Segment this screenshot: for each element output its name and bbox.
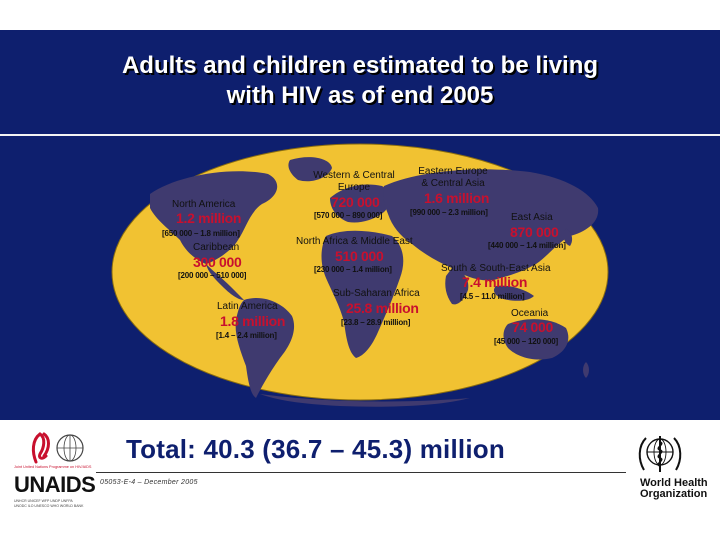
landmass-antarctica xyxy=(260,394,470,407)
who-name-line-2: Organization xyxy=(640,488,708,500)
landmass-central-america xyxy=(206,264,244,300)
slide-title-line-2: with HIV as of end 2005 xyxy=(226,82,494,109)
landmass-europe xyxy=(330,184,391,223)
world-map xyxy=(111,143,609,407)
unaids-wordmark: UNAIDS xyxy=(14,472,96,497)
region-name-eastern-europe-2: & Central Asia xyxy=(421,178,485,189)
region-value-north-africa-middle-east: 510 000 xyxy=(335,248,384,264)
region-name-south-southeast-asia: South & South-East Asia xyxy=(441,263,551,274)
region-value-north-america: 1.2 million xyxy=(176,210,242,226)
region-range-sub-saharan-africa: [23.8 – 28.9 million] xyxy=(341,318,411,327)
reference-code: 05053-E-4 – December 2005 xyxy=(100,479,198,486)
who-name: World Health Organization xyxy=(640,478,708,500)
unaids-cosponsors-line-1: UNHCR UNICEF WFP UNDP UNFPA xyxy=(14,499,73,503)
region-name-east-asia: East Asia xyxy=(511,212,553,223)
landmass-southeast-asia xyxy=(493,285,534,301)
unaids-cosponsors: UNHCR UNICEF WFP UNDP UNFPA UNODC ILO UN… xyxy=(14,499,83,509)
footer xyxy=(0,420,720,540)
who-name-line-1: World Health xyxy=(640,477,708,489)
unaids-cosponsors-line-2: UNODC ILO UNESCO WHO WORLD BANK xyxy=(14,504,84,508)
who-emblem-icon xyxy=(638,436,682,472)
region-name-latin-america: Latin America xyxy=(217,301,278,312)
region-range-south-southeast-asia: [4.5 – 11.0 million] xyxy=(460,292,525,301)
landmass-new-zealand xyxy=(583,362,589,378)
unaids-emblem-icon xyxy=(31,432,84,464)
total-estimate: Total: 40.3 (36.7 – 45.3) million xyxy=(126,434,505,464)
landmass-indian-subcontinent xyxy=(445,268,469,305)
region-name-western-central-europe-1: Western & Central xyxy=(313,170,395,181)
region-value-western-central-europe: 720 000 xyxy=(331,194,380,210)
region-range-western-central-europe: [570 000 – 890 000] xyxy=(314,211,383,220)
landmass-asia xyxy=(383,169,599,281)
unaids-logo: Joint United Nations Programme on HIV/AI… xyxy=(14,428,96,528)
title-divider xyxy=(0,134,720,136)
unaids-tagline: Joint United Nations Programme on HIV/AI… xyxy=(14,465,92,469)
landmass-south-america xyxy=(235,297,295,398)
map-band: North America 1.2 million [650 000 – 1.8… xyxy=(0,136,720,420)
region-value-latin-america: 1.8 million xyxy=(220,313,286,329)
title-band: Adults and children estimated to be livi… xyxy=(0,30,720,134)
region-range-north-africa-middle-east: [230 000 – 1.4 million] xyxy=(314,265,392,274)
region-range-latin-america: [1.4 – 2.4 million] xyxy=(216,331,277,340)
region-range-oceania: [45 000 – 120 000] xyxy=(494,337,559,346)
region-value-sub-saharan-africa: 25.8 million xyxy=(346,300,419,316)
who-logo: World Health Organization xyxy=(636,432,716,532)
region-name-north-africa-middle-east: North Africa & Middle East xyxy=(296,236,413,247)
landmass-australia xyxy=(503,319,569,360)
landmass-africa xyxy=(321,230,404,358)
region-value-oceania: 74 000 xyxy=(512,319,554,335)
region-name-western-central-europe-2: Europe xyxy=(337,182,371,193)
map-landmass-group xyxy=(150,157,599,407)
region-range-caribbean: [200 000 – 510 000] xyxy=(178,271,247,280)
region-value-east-asia: 870 000 xyxy=(510,224,559,240)
region-value-eastern-europe: 1.6 million xyxy=(424,190,490,206)
landmass-greenland xyxy=(288,157,332,182)
region-name-caribbean: Caribbean xyxy=(193,242,240,253)
region-range-eastern-europe: [990 000 – 2.3 million] xyxy=(410,208,488,217)
region-name-eastern-europe-1: Eastern Europe xyxy=(418,166,488,177)
region-name-north-america: North America xyxy=(172,199,236,210)
landmass-north-america xyxy=(150,171,278,264)
region-value-south-southeast-asia: 7.4 million xyxy=(462,274,528,290)
region-name-oceania: Oceania xyxy=(511,308,549,319)
total-underline xyxy=(96,472,626,473)
region-range-east-asia: [440 000 – 1.4 million] xyxy=(488,241,566,250)
region-value-caribbean: 300 000 xyxy=(193,254,242,270)
slide-title-line-1: Adults and children estimated to be livi… xyxy=(121,52,599,79)
region-range-north-america: [650 000 – 1.8 million] xyxy=(162,229,240,238)
region-name-sub-saharan-africa: Sub-Saharan Africa xyxy=(333,288,420,299)
landmass-japan xyxy=(563,228,573,246)
